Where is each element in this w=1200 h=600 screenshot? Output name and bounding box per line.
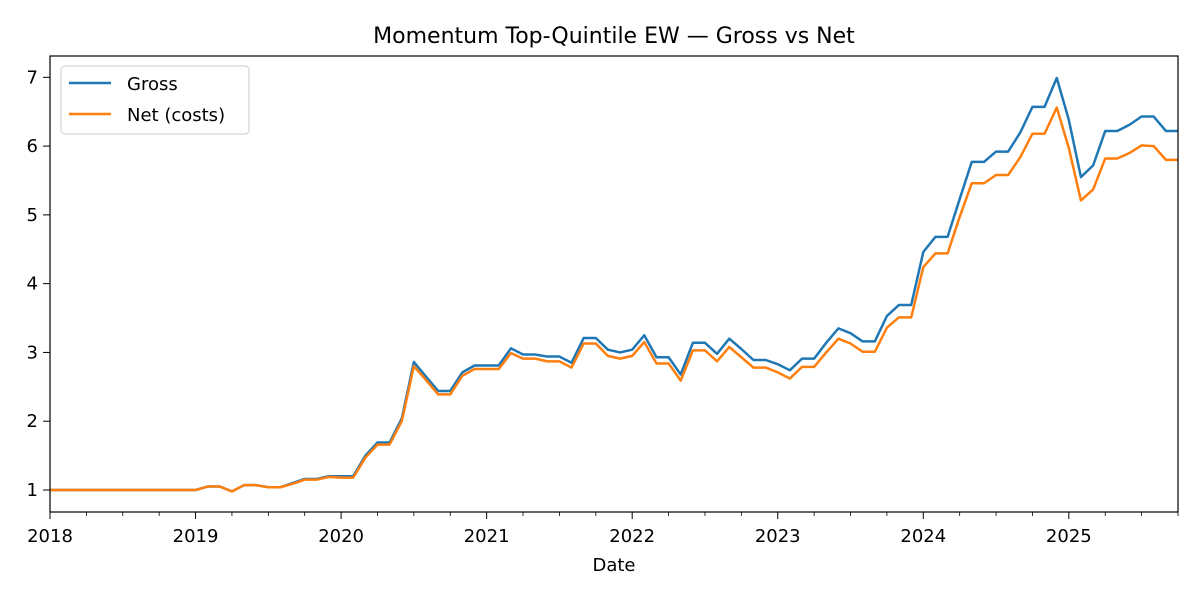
legend: Gross Net (costs) <box>60 65 250 135</box>
x-axis-label: Date <box>592 555 635 576</box>
y-tick-label: 6 <box>27 136 38 157</box>
plot-frame <box>49 55 1179 513</box>
y-tick-label: 7 <box>27 67 38 88</box>
y-tick-label: 5 <box>27 205 38 226</box>
x-tick-label: 2025 <box>1046 526 1092 547</box>
x-tick-label: 2018 <box>27 526 73 547</box>
x-tick-label: 2020 <box>318 526 364 547</box>
y-tick-label: 1 <box>27 480 38 501</box>
x-axis: 2018 2019 2020 2021 2022 2023 2024 2025 <box>27 512 1179 547</box>
y-tick-label: 3 <box>27 342 38 363</box>
y-tick-label: 2 <box>27 411 38 432</box>
series-layer <box>50 76 1178 493</box>
series-line-net <box>50 106 1178 493</box>
legend-label-gross: Gross <box>127 74 178 95</box>
legend-label-net: Net (costs) <box>127 105 225 126</box>
x-tick-label: 2022 <box>609 526 655 547</box>
y-tick-label: 4 <box>27 274 38 295</box>
y-axis: 1 2 3 4 5 6 7 <box>27 67 50 501</box>
x-tick-label: 2019 <box>173 526 219 547</box>
x-tick-label: 2024 <box>900 526 946 547</box>
x-tick-label: 2023 <box>755 526 801 547</box>
chart-title: Momentum Top-Quintile EW — Gross vs Net <box>373 24 855 49</box>
x-tick-label: 2021 <box>464 526 510 547</box>
